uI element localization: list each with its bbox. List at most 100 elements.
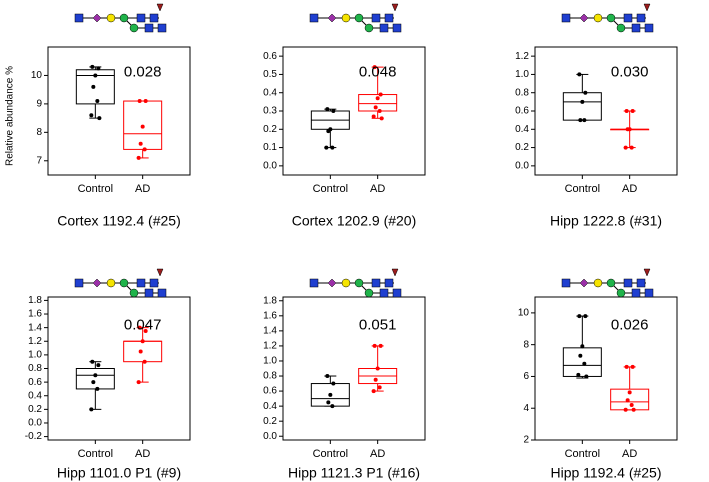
p-value: 0.051 [359,317,397,334]
y-tick-label: 0.6 [28,377,42,388]
data-point [577,72,582,77]
data-point [630,109,635,113]
data-point [583,90,588,95]
x-tick-label: AD [370,183,385,195]
glycan-glcnac [379,288,389,298]
y-tick-label: 0.8 [515,87,529,98]
glycan-fuc [643,268,651,277]
glycan-man [119,278,129,288]
x-tick-label: Control [565,448,600,460]
glycan-man [129,23,139,33]
data-point [582,361,587,366]
data-point [378,343,383,348]
glycan-gal [341,278,351,288]
y-tick-label: 0.0 [263,431,277,442]
box [75,368,115,390]
p-value: 0.028 [124,64,162,81]
box [562,92,602,121]
x-tick-label: AD [622,448,637,460]
y-tick-label: 0.6 [515,106,529,117]
data-point [371,389,376,394]
glycan-man [616,288,626,298]
glycan-glcnac [384,13,394,23]
data-point [629,403,634,408]
glycan-fuc [391,3,399,12]
glycan-man [606,278,616,288]
glycan-glcnac [157,288,167,298]
glycan-icon [561,268,654,298]
x-tick-label: Control [313,448,348,460]
data-point [325,107,330,112]
y-axis-label: Relative abundance % [5,66,16,166]
glycan-man [354,13,364,23]
data-point [326,400,331,405]
data-point [330,145,335,150]
data-point [625,398,630,403]
glycan-neuac [92,13,102,23]
y-tick-label: 0.0 [263,160,277,171]
data-point [136,380,141,385]
glycan-gal [106,278,116,288]
data-point [576,372,581,377]
data-point [631,407,636,412]
y-tick-label: 0.2 [263,416,277,427]
glycan-fuc [156,268,164,277]
glycan-gal [341,13,351,23]
data-point [142,359,147,364]
y-tick-label: 8 [36,127,42,138]
data-point [96,363,101,368]
data-point [140,124,145,129]
x-tick-label: Control [78,448,113,460]
data-point [377,385,382,390]
y-tick-label: 9 [36,99,42,110]
glycan-glcnac [136,13,146,23]
y-tick-label: 0.2 [28,404,42,415]
glycan-neuac [327,13,337,23]
data-point [136,155,141,160]
data-point [377,109,382,113]
glycan-man [364,23,374,33]
x-tick-label: Control [565,183,600,195]
glycan-glcnac [644,23,654,33]
data-point [331,381,336,386]
y-tick-label: 0.4 [28,390,42,401]
glycan-fuc [391,268,399,277]
data-point [625,127,630,132]
glycan-glcnac [392,288,402,298]
y-tick-label: 0.2 [263,124,277,135]
data-point [96,66,101,71]
glycan-gal [593,278,603,288]
glycan-glcnac [144,23,154,33]
glycan-glcnac [644,288,654,298]
data-point [138,141,143,146]
glycan-neuac [579,278,589,288]
plot-frame [282,296,426,441]
data-point [90,359,95,364]
data-point [578,353,583,358]
glycan-man [354,278,364,288]
glycan-glcnac [157,23,167,33]
data-point [140,339,145,344]
glycan-glcnac [371,278,381,288]
y-tick-label: 0.8 [28,363,42,374]
glycan-glcnac [631,23,641,33]
data-point [375,96,380,101]
y-tick-label: 10 [518,308,530,319]
data-point [326,129,331,134]
glycan-glcnac [74,278,84,288]
glycan-glcnac [136,278,146,288]
x-tick-label: Control [313,183,348,195]
glycan-icon [74,268,167,298]
y-tick-label: 1.0 [515,69,529,80]
y-tick-label: 1.0 [28,350,42,361]
p-value: 0.048 [359,64,397,81]
y-tick-label: -0.2 [25,431,43,442]
data-point [378,92,383,97]
glycan-glcnac [149,278,159,288]
y-tick-label: 1.8 [28,295,42,306]
y-tick-label: 7 [36,155,42,166]
glycan-glcnac [636,13,646,23]
y-tick-label: 0.4 [263,87,277,98]
data-point [372,343,377,348]
data-point [584,374,589,379]
